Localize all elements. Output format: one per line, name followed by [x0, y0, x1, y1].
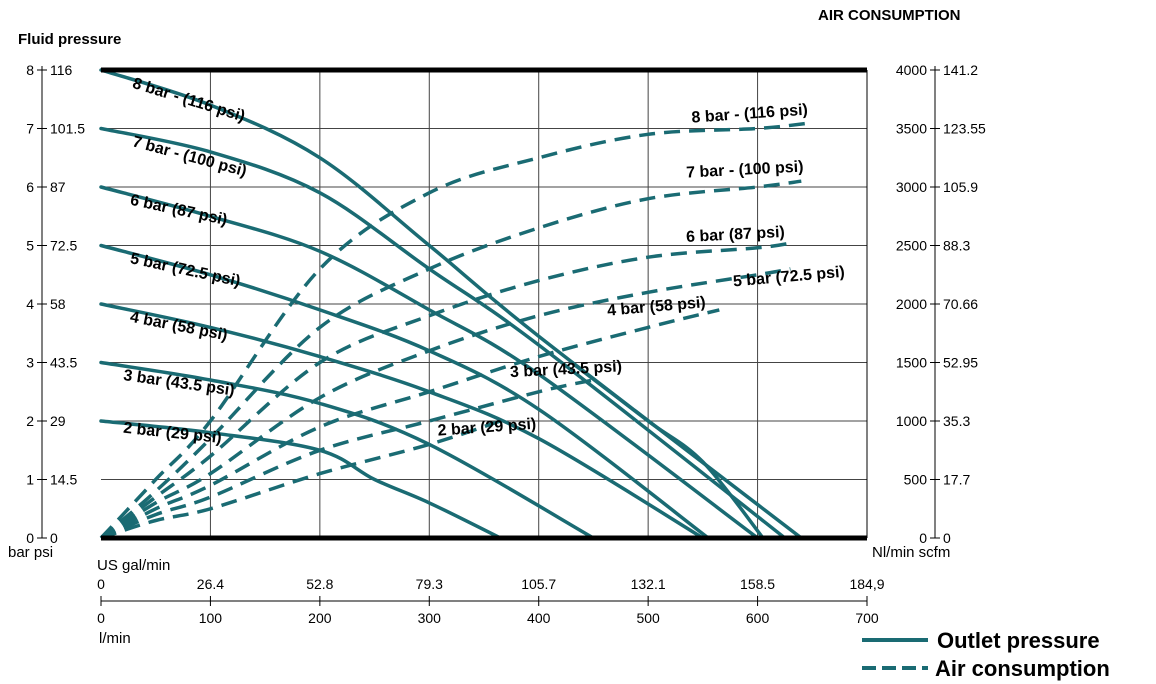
outlet-pressure-curve-1	[99, 126, 787, 540]
right-tick-label-scfm: 17.7	[943, 472, 970, 488]
x-gal-tick-label: 132.1	[631, 576, 666, 592]
curve-label-7: 8 bar - (116 psi)	[691, 102, 808, 127]
x-lmin-tick-label: 200	[308, 610, 332, 626]
plot-frame	[101, 67, 868, 541]
x-lmin-tick-label: 0	[97, 610, 105, 626]
curve-labels: 8 bar - (116 psi) 7 bar - (100 psi) 6 bar …	[122, 75, 845, 447]
right-tick-label-scfm: 0	[943, 530, 951, 546]
air-consumption-curve-4	[100, 308, 720, 540]
left-axis-units: bar psi	[8, 544, 53, 561]
left-tick-label-psi: 58	[50, 296, 66, 312]
left-tick-label-psi: 14.5	[50, 472, 77, 488]
left-tick-label-bar: 6	[26, 179, 34, 195]
right-tick-label-scfm: 123.55	[943, 121, 986, 137]
right-tick-label-scfm: 141.2	[943, 62, 978, 78]
title-right: AIR CONSUMPTION	[818, 7, 961, 24]
x-gal-tick-label: 26.4	[197, 576, 224, 592]
curve-label-3: 5 bar (72.5 psi)	[129, 250, 242, 290]
curve-label-12: 3 bar (43.5 psi)	[510, 358, 623, 381]
left-tick-label-psi: 29	[50, 413, 66, 429]
outlet-pressure-curve-2	[99, 185, 760, 540]
left-tick-label-psi: 87	[50, 179, 66, 195]
curve-label-9: 6 bar (87 psi)	[686, 224, 785, 246]
outlet-pressure-curve-5	[99, 360, 596, 540]
outlet-pressure-curve-7	[569, 360, 765, 540]
x-gal-tick-label: 0	[97, 576, 105, 592]
right-tick-label-nl: 3500	[896, 121, 927, 137]
title-left: Fluid pressure	[18, 31, 121, 48]
right-tick-label-scfm: 35.3	[943, 413, 970, 429]
x-lmin-tick-label: 100	[199, 610, 223, 626]
air-consumption-curve-2	[99, 241, 791, 540]
right-tick-label-scfm: 105.9	[943, 179, 978, 195]
left-tick-label-bar: 0	[26, 530, 34, 546]
right-tick-label-nl: 1000	[896, 413, 927, 429]
right-tick-label-nl: 4000	[896, 62, 927, 78]
legend-air-label: Air consumption	[935, 656, 1110, 681]
left-tick-label-bar: 1	[26, 472, 34, 488]
air-consumption-curve-6	[100, 419, 501, 540]
x-gal-label: US gal/min	[97, 557, 170, 574]
right-tick-label-nl: 2000	[896, 296, 927, 312]
right-tick-label-nl: 0	[919, 530, 927, 546]
x-lmin-tick-label: 600	[746, 610, 770, 626]
right-tick-label-nl: 500	[904, 472, 928, 488]
right-tick-label-scfm: 88.3	[943, 238, 970, 254]
x-gal-tick-label: 79.3	[416, 576, 443, 592]
x-lmin-label: l/min	[99, 630, 131, 647]
left-tick-label-psi: 116	[50, 62, 73, 78]
right-tick-label-nl: 1500	[896, 355, 927, 371]
x-gal-tick-label: 52.8	[306, 576, 333, 592]
left-tick-label-bar: 3	[26, 355, 34, 371]
x-gal-tick-label: 105.7	[521, 576, 556, 592]
curve-label-10: 5 bar (72.5 psi)	[732, 264, 845, 291]
x-lmin-tick-label: 700	[855, 610, 879, 626]
curve-label-2: 6 bar (87 psi)	[129, 192, 229, 229]
right-axis-units: Nl/min scfm	[872, 544, 950, 561]
left-tick-label-psi: 101.5	[50, 121, 85, 137]
legend: Outlet pressure Air consumption	[862, 628, 1110, 681]
left-tick-label-bar: 8	[26, 62, 34, 78]
right-tick-label-nl: 2500	[896, 238, 927, 254]
left-tick-label-bar: 5	[26, 238, 34, 254]
left-tick-label-psi: 43.5	[50, 355, 77, 371]
curve-label-13: 2 bar (29 psi)	[437, 416, 537, 440]
legend-outlet-label: Outlet pressure	[937, 628, 1100, 653]
left-tick-label-bar: 7	[26, 121, 34, 137]
outlet-pressure-curve-4	[99, 302, 705, 540]
left-tick-label-bar: 2	[26, 413, 34, 429]
x-gal-tick-label: 184,9	[849, 576, 884, 592]
left-tick-label-bar: 4	[26, 296, 34, 312]
x-gal-tick-label: 158.5	[740, 576, 775, 592]
outlet-pressure-curve-6	[99, 419, 503, 540]
curve-label-8: 7 bar - (100 psi)	[686, 159, 804, 182]
right-tick-label-scfm: 70.66	[943, 296, 978, 312]
x-lmin-tick-label: 500	[636, 610, 660, 626]
outlet-pressure-curve-3	[99, 243, 711, 540]
right-tick-label-nl: 3000	[896, 179, 927, 195]
curve-label-5: 3 bar (43.5 psi)	[122, 367, 235, 399]
left-tick-label-psi: 72.5	[50, 238, 77, 254]
left-tick-label-psi: 0	[50, 530, 58, 546]
air-consumption-curve-5	[100, 378, 594, 540]
curve-label-4: 4 bar (58 psi)	[129, 309, 229, 345]
curve-label-0: 8 bar - (116 psi)	[130, 75, 246, 125]
curves	[99, 68, 813, 540]
right-tick-label-scfm: 52.95	[943, 355, 978, 371]
air-consumption-curve-0	[99, 120, 813, 540]
x-lmin-tick-label: 300	[418, 610, 442, 626]
x-lmin-tick-label: 400	[527, 610, 551, 626]
